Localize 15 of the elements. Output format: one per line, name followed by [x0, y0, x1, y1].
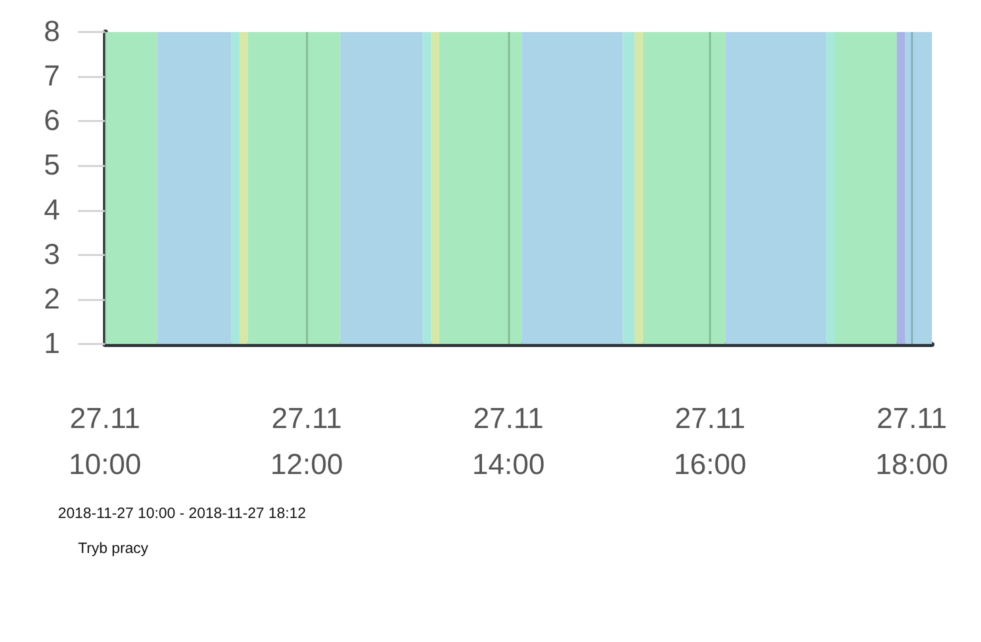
text: Tryb pracy: [78, 540, 149, 557]
x-tick-label: 27.11 14:00: [472, 403, 545, 481]
y-tick-label: 4: [44, 194, 60, 226]
x-tick-label: 27.11 10:00: [68, 403, 142, 481]
y-tick-label: 8: [44, 16, 60, 48]
y-tick-label: 3: [44, 238, 60, 271]
y-tick-label: 7: [44, 60, 60, 93]
y-tick-label: 2: [44, 283, 60, 316]
x-tick-label: 27.11 18:00: [876, 403, 948, 481]
y-tick-label: 1: [44, 328, 60, 360]
text: 2018-11-27 10:00 - 2018-11-27 18:12: [58, 505, 306, 522]
y-tick-label: 6: [44, 105, 60, 138]
y-tick-label: 5: [44, 150, 60, 182]
x-tick-label: 27.11 16:00: [674, 403, 746, 481]
x-tick-label: 27.11 12:00: [270, 403, 343, 481]
